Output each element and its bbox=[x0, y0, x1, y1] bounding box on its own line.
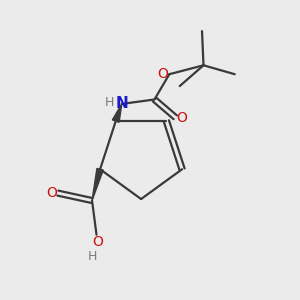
Text: O: O bbox=[176, 111, 187, 125]
Text: O: O bbox=[157, 67, 168, 81]
Polygon shape bbox=[112, 104, 122, 122]
Text: H: H bbox=[105, 96, 114, 109]
Text: O: O bbox=[92, 235, 104, 249]
Text: N: N bbox=[116, 96, 128, 111]
Text: O: O bbox=[46, 186, 57, 200]
Polygon shape bbox=[92, 168, 103, 200]
Text: H: H bbox=[87, 250, 97, 263]
